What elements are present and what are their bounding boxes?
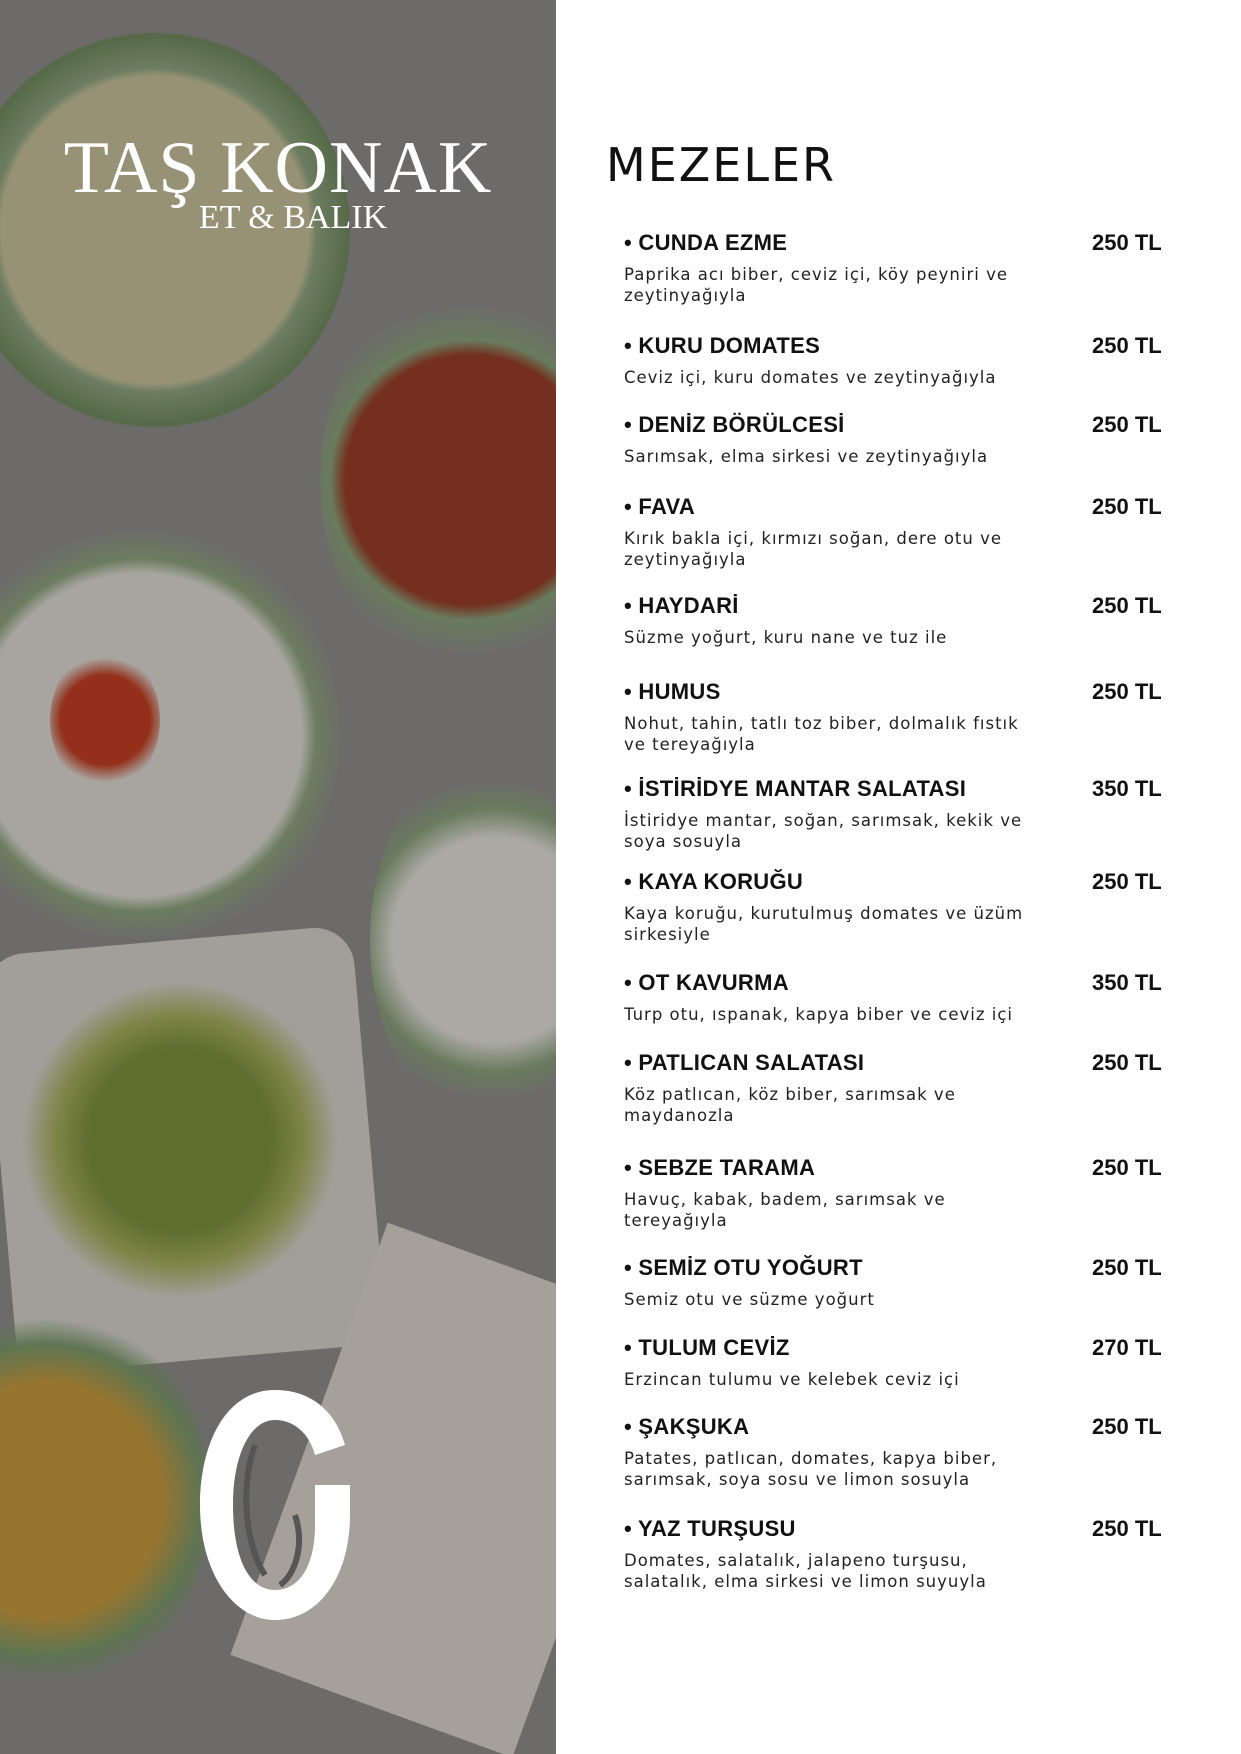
food-photo: TAŞ KONAK ET & BALIK [0,0,556,1754]
menu-item: • KURU DOMATES 250 TL Ceviz içi, kuru do… [624,333,1164,388]
menu-item: • SEMİZ OTU YOĞURT 250 TL Semiz otu ve s… [624,1255,1164,1310]
menu-item: • HAYDARİ 250 TL Süzme yoğurt, kuru nane… [624,593,1164,648]
item-price: 250 TL [1092,333,1162,358]
item-price: 250 TL [1092,412,1162,437]
item-price: 250 TL [1092,1155,1162,1180]
item-description: Patates, patlıcan, domates, kapya biber,… [624,1449,998,1489]
item-description: Kaya koruğu, kurutulmuş domates ve üzüm … [624,904,1024,944]
item-price: 250 TL [1092,1255,1162,1280]
menu-item: • ŞAKŞUKA 250 TL Patates, patlıcan, doma… [624,1414,1164,1490]
item-price: 250 TL [1092,1050,1162,1075]
item-price: 350 TL [1092,776,1162,801]
item-name: • DENİZ BÖRÜLCESİ [624,412,845,437]
item-price: 250 TL [1092,1516,1162,1541]
menu-item: • TULUM CEVİZ 270 TL Erzincan tulumu ve … [624,1335,1164,1390]
item-name: • OT KAVURMA [624,970,789,995]
item-price: 250 TL [1092,494,1162,519]
item-name: • SEBZE TARAMA [624,1155,816,1180]
item-price: 350 TL [1092,970,1162,995]
item-description: Ceviz içi, kuru domates ve zeytinyağıyla [624,368,997,387]
item-description: Havuç, kabak, badem, sarımsak ve tereyağ… [624,1190,946,1230]
item-description: Erzincan tulumu ve kelebek ceviz içi [624,1370,960,1389]
item-name: • FAVA [624,494,696,519]
menu-item: • KAYA KORUĞU 250 TL Kaya koruğu, kurutu… [624,869,1164,945]
menu-item: • HUMUS 250 TL Nohut, tahin, tatlı toz b… [624,679,1164,755]
item-name: • CUNDA EZME [624,230,788,255]
menu-item: • CUNDA EZME 250 TL Paprika acı biber, c… [624,230,1164,306]
item-name: • PATLICAN SALATASI [624,1050,865,1075]
brand-logo: TAŞ KONAK ET & BALIK [58,128,498,236]
item-description: Paprika acı biber, ceviz içi, köy peynir… [624,265,1008,305]
item-name: • KAYA KORUĞU [624,869,804,894]
menu-item: • PATLICAN SALATASI 250 TL Köz patlıcan,… [624,1050,1164,1126]
item-description: Domates, salatalık, jalapeno turşusu, sa… [624,1551,987,1591]
brand-subtitle: ET & BALIK [198,199,388,236]
menu-item: • OT KAVURMA 350 TL Turp otu, ıspanak, k… [624,970,1164,1025]
item-description: Köz patlıcan, köz biber, sarımsak ve may… [624,1085,956,1125]
menu-item: • FAVA 250 TL Kırık bakla içi, kırmızı s… [624,494,1164,570]
item-name: • İSTİRİDYE MANTAR SALATASI [624,776,967,801]
section-title: MEZELER [606,138,836,192]
item-name: • TULUM CEVİZ [624,1335,790,1360]
item-description: Kırık bakla içi, kırmızı soğan, dere otu… [624,529,1003,569]
menu-item: • İSTİRİDYE MANTAR SALATASI 350 TL İstir… [624,776,1164,852]
item-description: Nohut, tahin, tatlı toz biber, dolmalık … [624,714,1019,754]
item-price: 270 TL [1092,1335,1162,1360]
item-description: Turp otu, ıspanak, kapya biber ve ceviz … [624,1005,1013,1024]
item-name: • SEMİZ OTU YOĞURT [624,1255,863,1280]
item-name: • ŞAKŞUKA [624,1414,750,1439]
item-price: 250 TL [1092,1414,1162,1439]
menu-item: • DENİZ BÖRÜLCESİ 250 TL Sarımsak, elma … [624,412,1164,467]
brand-name: TAŞ KONAK [63,127,493,209]
item-description: Sarımsak, elma sirkesi ve zeytinyağıyla [624,447,989,466]
item-name: • HUMUS [624,679,721,704]
item-price: 250 TL [1092,679,1162,704]
item-price: 250 TL [1092,230,1162,255]
item-name: • HAYDARİ [624,593,739,618]
item-name: • YAZ TURŞUSU [624,1516,796,1541]
emblem-logo-icon [200,1390,350,1620]
item-price: 250 TL [1092,593,1162,618]
item-name: • KURU DOMATES [624,333,821,358]
menu-item: • SEBZE TARAMA 250 TL Havuç, kabak, bade… [624,1155,1164,1231]
item-description: İstiridye mantar, soğan, sarımsak, kekik… [624,811,1023,851]
item-description: Süzme yoğurt, kuru nane ve tuz ile [624,628,948,647]
item-price: 250 TL [1092,869,1162,894]
item-description: Semiz otu ve süzme yoğurt [624,1290,875,1309]
menu-item: • YAZ TURŞUSU 250 TL Domates, salatalık,… [624,1516,1164,1592]
